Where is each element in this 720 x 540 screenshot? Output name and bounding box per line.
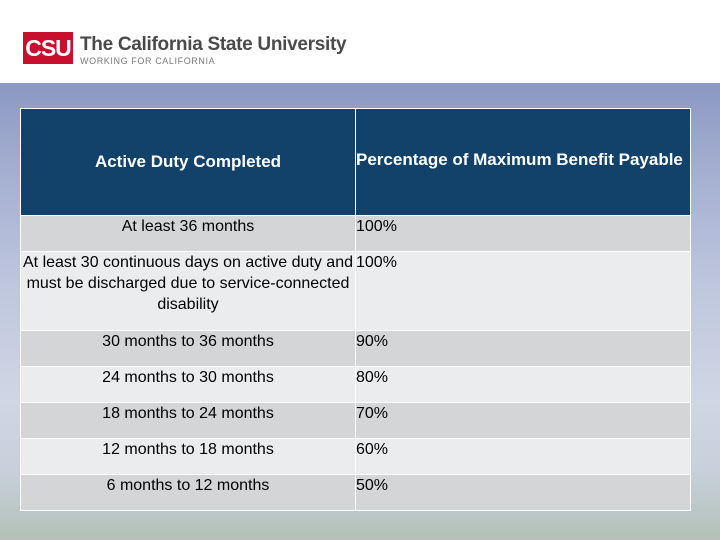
table-row: At least 30 continuous days on active du…: [20, 251, 691, 331]
table-row: 6 months to 12 months 50%: [20, 474, 691, 511]
benefit-table: Active Duty Completed Percentage of Maxi…: [20, 108, 691, 511]
csu-logo-mark: CSU: [23, 32, 73, 64]
duty-cell: 12 months to 18 months: [20, 438, 356, 475]
table-row: At least 36 months 100%: [20, 215, 691, 252]
duty-cell: 24 months to 30 months: [20, 366, 356, 403]
column-header-percentage: Percentage of Maximum Benefit Payable: [355, 108, 691, 216]
table-row: 24 months to 30 months 80%: [20, 366, 691, 403]
duty-cell: 30 months to 36 months: [20, 330, 356, 367]
table-row: 18 months to 24 months 70%: [20, 402, 691, 439]
header-bar: CSU The California State University WORK…: [0, 0, 720, 83]
university-tagline: WORKING FOR CALIFORNIA: [80, 56, 216, 66]
university-name: The California State University: [80, 34, 347, 55]
percent-cell: 90%: [355, 330, 691, 367]
table-row: 12 months to 18 months 60%: [20, 438, 691, 475]
percent-cell: 80%: [355, 366, 691, 403]
duty-cell: At least 30 continuous days on active du…: [20, 251, 356, 331]
percent-cell: 100%: [355, 251, 691, 331]
column-header-active-duty: Active Duty Completed: [20, 108, 356, 216]
percent-cell: 70%: [355, 402, 691, 439]
percent-cell: 60%: [355, 438, 691, 475]
table-row: 30 months to 36 months 90%: [20, 330, 691, 367]
percent-cell: 50%: [355, 474, 691, 511]
duty-cell: 18 months to 24 months: [20, 402, 356, 439]
table-header-row: Active Duty Completed Percentage of Maxi…: [20, 108, 691, 216]
duty-cell: 6 months to 12 months: [20, 474, 356, 511]
percent-cell: 100%: [355, 215, 691, 252]
duty-cell: At least 36 months: [20, 215, 356, 252]
